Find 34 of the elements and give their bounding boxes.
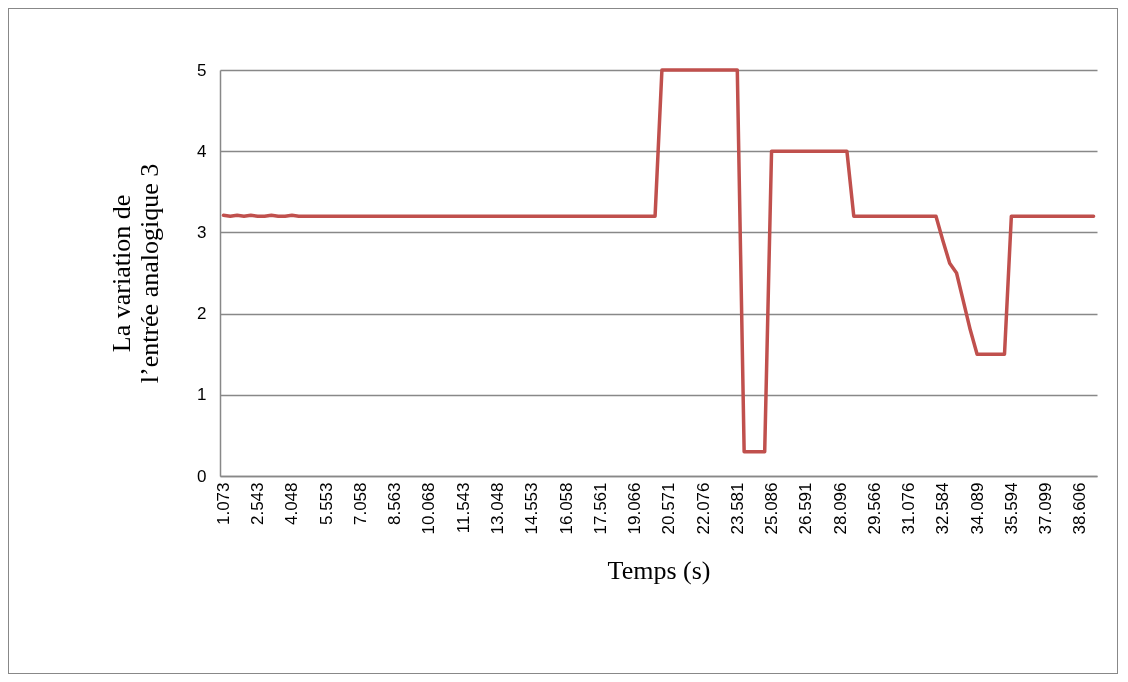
x-tick-label: 34.089 [967, 482, 987, 535]
y-tick-label: 3 [197, 222, 207, 242]
x-tick-label: 19.066 [625, 482, 645, 535]
x-tick-label: 2.543 [248, 482, 268, 526]
y-tick-label: 4 [197, 141, 207, 161]
y-tick-label: 2 [197, 304, 207, 324]
x-tick-label: 4.048 [282, 482, 302, 526]
x-tick-label: 5.553 [316, 482, 336, 526]
x-tick-label: 14.553 [522, 482, 542, 535]
x-tick-label: 16.058 [556, 482, 576, 535]
x-tick-label: 28.096 [830, 482, 850, 535]
x-axis-title: Temps (s) [607, 556, 711, 586]
x-tick-label: 25.086 [762, 482, 782, 535]
x-tick-label: 29.566 [864, 482, 884, 535]
x-tick-label: 37.099 [1036, 482, 1056, 535]
x-tick-label: 17.561 [590, 482, 610, 535]
x-tick-label: 20.571 [659, 482, 679, 535]
x-tick-label: 23.581 [727, 482, 747, 535]
x-tick-label: 38.606 [1070, 482, 1090, 535]
x-tick-label: 31.076 [899, 482, 919, 535]
y-tick-label: 0 [197, 466, 207, 486]
x-tick-label: 13.048 [487, 482, 507, 535]
x-tick-label: 10.068 [419, 482, 439, 535]
x-tick-label: 1.073 [213, 482, 233, 526]
x-tick-label: 22.076 [693, 482, 713, 535]
x-tick-label: 26.591 [796, 482, 816, 535]
x-tick-label: 8.563 [385, 482, 405, 526]
x-tick-label: 32.584 [933, 482, 953, 535]
x-tick-label: 7.058 [350, 482, 370, 526]
x-tick-label: 11.543 [453, 482, 473, 534]
y-axis-title: La variation de l’entrée analogique 3 [107, 163, 165, 384]
y-tick-label: 5 [197, 60, 207, 80]
x-tick-label: 35.594 [1001, 482, 1021, 535]
y-tick-label: 1 [197, 385, 207, 405]
